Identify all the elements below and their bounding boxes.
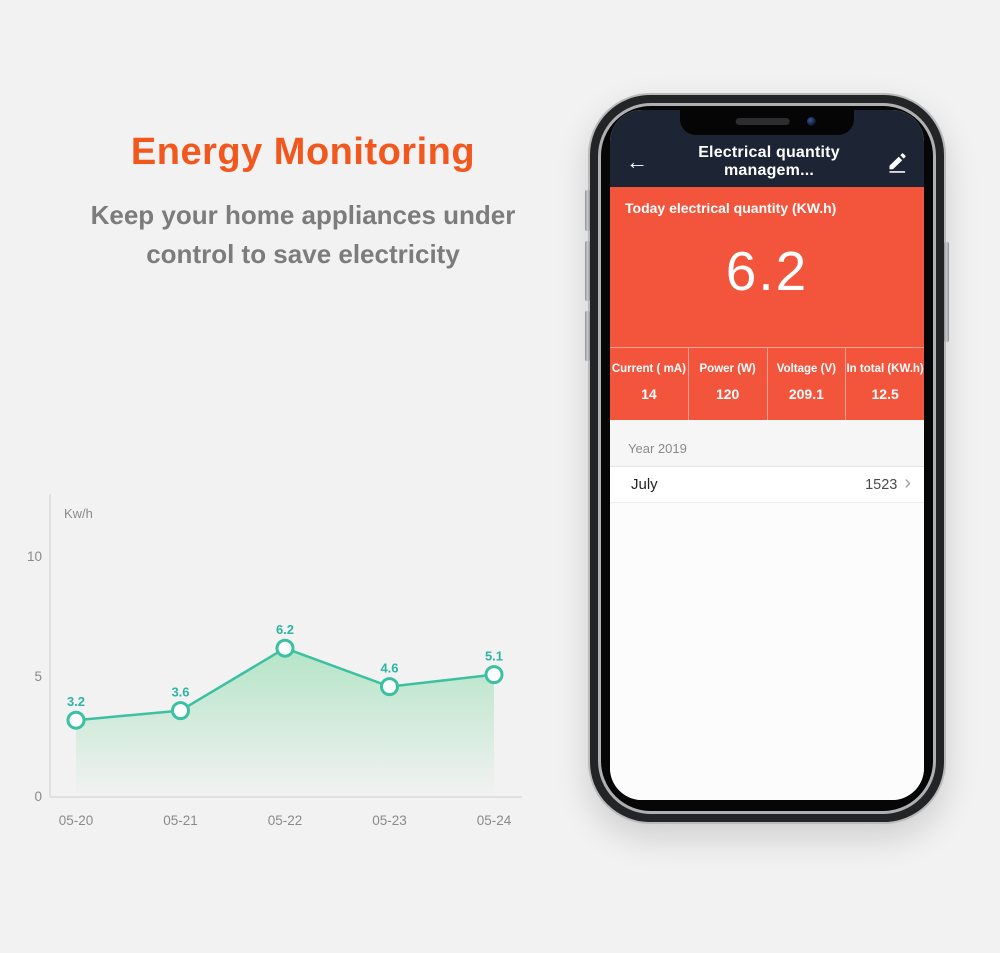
today-value: 6.2	[725, 240, 809, 302]
stat-value: 14	[641, 386, 657, 402]
today-label: Today electrical quantity (KW.h)	[625, 200, 837, 216]
stat-cell-total: In total (KW.h) 12.5	[845, 348, 924, 420]
mute-button	[585, 190, 590, 231]
energy-chart: Kw/h 10 5 0 05-20 05-21 05-22 05-23 05-24 3.2 3.6 6…	[27, 494, 522, 828]
page-title: Energy Monitoring	[130, 131, 476, 173]
subtitle-line-1: Keep your home appliances under	[90, 200, 516, 230]
stat-value: 209.1	[788, 386, 824, 402]
year-label: Year 2019	[628, 440, 687, 456]
svg-text:05-20: 05-20	[59, 813, 94, 828]
stat-label: Current ( mA)	[611, 363, 686, 375]
stat-cell-voltage: Voltage (V) 209.1	[766, 348, 846, 420]
screen-empty-area	[610, 503, 924, 800]
speaker-grille-icon	[735, 118, 790, 125]
svg-text:Kw/h: Kw/h	[64, 506, 93, 521]
svg-text:05-24: 05-24	[477, 813, 512, 828]
back-arrow-icon: ←	[626, 148, 648, 174]
svg-text:05-22: 05-22	[268, 813, 303, 828]
volume-up-button	[585, 241, 590, 301]
stat-label: In total (KW.h)	[846, 363, 924, 375]
stat-cell-power: Power (W) 120	[687, 348, 767, 420]
navbar-title: Electrical quantity managem...	[698, 143, 840, 179]
svg-text:05-23: 05-23	[372, 813, 407, 828]
svg-text:5: 5	[34, 669, 42, 684]
svg-text:05-21: 05-21	[163, 813, 198, 828]
month-value: 1523	[865, 476, 898, 493]
edit-pencil-icon	[889, 152, 906, 173]
svg-text:0: 0	[34, 789, 42, 804]
volume-down-button	[585, 311, 590, 361]
stat-label: Voltage (V)	[776, 363, 836, 375]
today-panel: Today electrical quantity (KW.h) 6.2	[610, 187, 924, 347]
phone-notch	[680, 110, 854, 135]
subtitle-line-2: control to save electricity	[146, 239, 460, 269]
page-subtitle: Keep your home appliances under control …	[0, 196, 606, 274]
year-row: Year 2019	[610, 420, 924, 467]
phone-mockup: ← Electrical quantity managem... Today e…	[585, 93, 949, 824]
stats-row: Current ( mA) 14 Power (W) 120 Voltage (…	[610, 347, 924, 420]
svg-text:3.6: 3.6	[171, 685, 189, 700]
svg-text:6.2: 6.2	[276, 622, 294, 637]
month-row[interactable]: July 1523 ›	[610, 467, 924, 503]
stat-label: Power (W)	[699, 363, 756, 375]
back-button[interactable]: ←	[626, 148, 660, 174]
svg-text:5.1: 5.1	[485, 649, 503, 664]
edit-button[interactable]	[878, 151, 908, 173]
stat-value: 120	[715, 386, 740, 402]
camera-dot-icon	[807, 117, 816, 126]
power-button	[944, 242, 949, 342]
svg-text:3.2: 3.2	[67, 694, 85, 709]
svg-text:4.6: 4.6	[380, 661, 398, 676]
phone-screen: ← Electrical quantity managem... Today e…	[610, 110, 924, 800]
stat-cell-current: Current ( mA) 14	[610, 348, 688, 420]
chevron-right-icon: ›	[904, 472, 911, 494]
stat-value: 12.5	[871, 386, 899, 402]
month-label: July	[631, 476, 658, 493]
svg-text:10: 10	[27, 549, 42, 564]
